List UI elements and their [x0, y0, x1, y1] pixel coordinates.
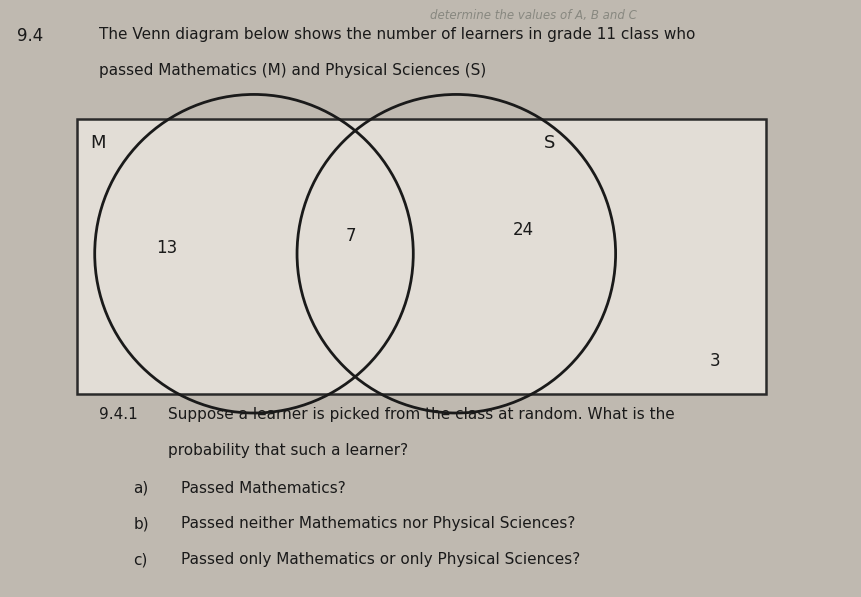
- Text: 9.4.1: 9.4.1: [99, 407, 138, 422]
- Bar: [77, 119, 766, 394]
- Text: passed Mathematics (M) and Physical Sciences (S): passed Mathematics (M) and Physical Scie…: [99, 63, 486, 78]
- Text: c): c): [133, 552, 148, 567]
- Text: Suppose a learner is picked from the class at random. What is the: Suppose a learner is picked from the cla…: [168, 407, 675, 422]
- Text: determine the values of A, B and C: determine the values of A, B and C: [430, 9, 637, 22]
- Text: 24: 24: [512, 221, 534, 239]
- Text: Passed neither Mathematics nor Physical Sciences?: Passed neither Mathematics nor Physical …: [181, 516, 575, 531]
- Text: The Venn diagram below shows the number of learners in grade 11 class who: The Venn diagram below shows the number …: [99, 27, 696, 42]
- Text: 7: 7: [345, 227, 356, 245]
- Text: b): b): [133, 516, 149, 531]
- Text: probability that such a learner?: probability that such a learner?: [168, 443, 408, 458]
- Text: M: M: [90, 134, 106, 152]
- Text: Passed Mathematics?: Passed Mathematics?: [181, 481, 345, 496]
- Text: 3: 3: [709, 352, 720, 370]
- Text: S: S: [544, 134, 555, 152]
- Text: a): a): [133, 481, 149, 496]
- Text: 9.4: 9.4: [17, 27, 43, 45]
- Text: 13: 13: [156, 239, 177, 257]
- Text: Passed only Mathematics or only Physical Sciences?: Passed only Mathematics or only Physical…: [181, 552, 580, 567]
